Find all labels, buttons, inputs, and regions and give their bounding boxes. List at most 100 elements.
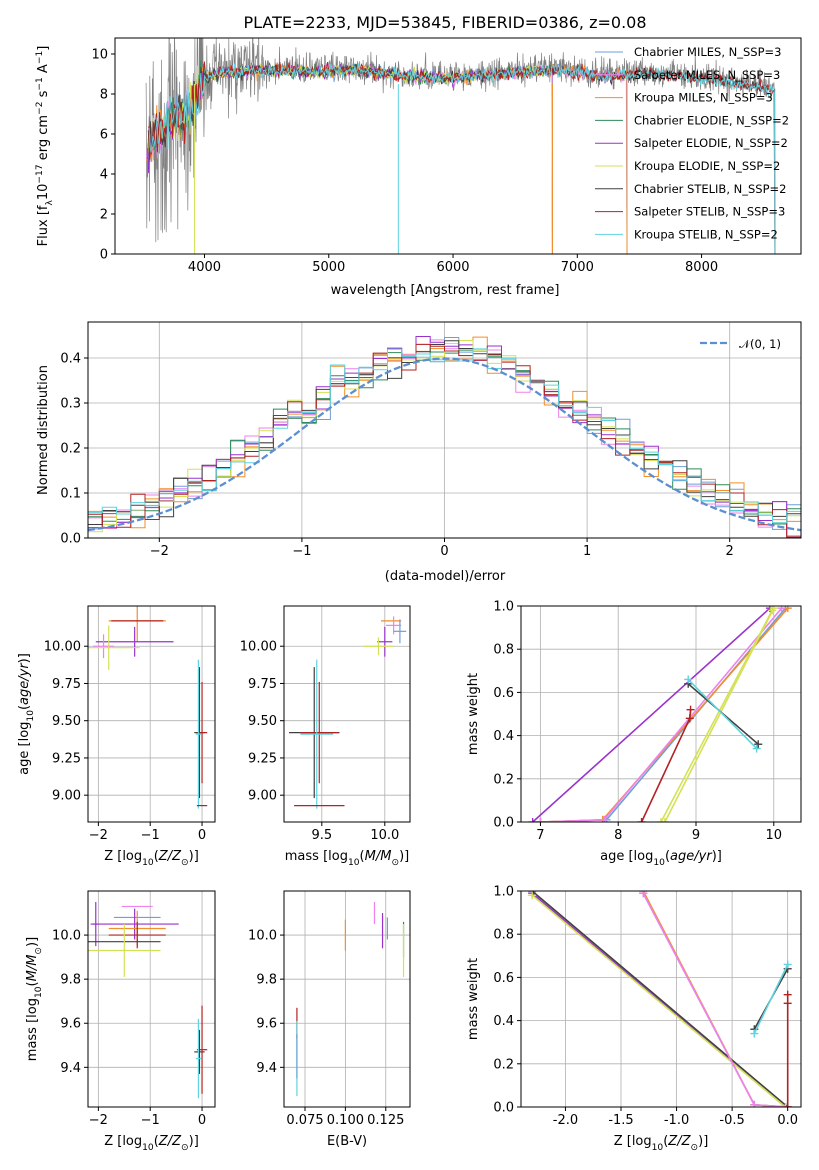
- panel-age_vs_mass: 9.5 10.0 9.00 9.25 9.50 9.75 10.00 mass [log10(…: [240, 605, 411, 868]
- plot-area: [88, 891, 215, 1107]
- data-point: [393, 619, 407, 644]
- x-tick-label: −1: [141, 1113, 160, 1128]
- x-axis-label: age [log10(age/yr)]: [600, 849, 722, 868]
- panel-residuals: −2 −1 0 1 2 0.0 0.1 0.2 0.3 0.4 (data-model)/error…: [36, 321, 802, 584]
- panel-spectrum: 4000 5000 6000 7000 8000 0 2 4 6 8 10 PLATE=2233, M…: [35, 13, 802, 298]
- y-tick-label: 10.00: [44, 640, 81, 655]
- y-tick-label: 0.8: [493, 643, 514, 658]
- x-tick-label: 9.5: [311, 828, 332, 843]
- weight-marker: [685, 714, 694, 723]
- legend-label: Chabrier STELIB, N_SSP=2: [634, 182, 786, 196]
- legend-label: Salpeter STELIB, N_SSP=3: [634, 205, 785, 219]
- y-tick-label: 0.2: [493, 1057, 514, 1072]
- axes-frame: [87, 605, 216, 823]
- y-tick-label: 0.0: [493, 816, 514, 831]
- y-tick-label: 9.50: [52, 714, 81, 729]
- y-tick-label: 9.8: [256, 973, 277, 988]
- y-tick-label: 9.25: [52, 751, 81, 766]
- weight-marker: [637, 818, 646, 822]
- plot-area: [521, 606, 801, 822]
- x-tick-label: −2: [89, 1113, 108, 1128]
- y-tick-label: 9.25: [248, 751, 277, 766]
- x-tick-label: 0.100: [327, 1113, 364, 1128]
- legend: 𝒩(0, 1): [700, 337, 781, 351]
- weight-line: [664, 607, 775, 822]
- x-axis-label: Z [log10(Z/Z⊙)]: [104, 849, 199, 868]
- x-axis-label: Z [log10(Z/Z⊙)]: [614, 1134, 709, 1153]
- plot-area: [284, 606, 410, 822]
- weight-marker: [752, 744, 761, 753]
- x-tick-label: -1.0: [664, 1113, 689, 1128]
- legend-label: Kroupa STELIB, N_SSP=2: [634, 227, 778, 241]
- legend: Chabrier MILES, N_SSP=3 Salpeter MILES, N…: [595, 45, 789, 241]
- y-axis-label: mass [log10(M/M⊙)]: [25, 937, 44, 1061]
- axes-frame: [87, 890, 216, 1108]
- y-tick-label: 0.4: [60, 352, 81, 367]
- x-tick-label: 7000: [561, 260, 594, 275]
- legend-label: Kroupa ELODIE, N_SSP=2: [634, 159, 780, 173]
- model-spectrum: [148, 62, 776, 254]
- data-point: [93, 902, 99, 947]
- data-point: [300, 681, 339, 784]
- y-tick-label: 6: [100, 128, 108, 143]
- weight-line: [687, 678, 758, 750]
- y-tick-label: 1.0: [493, 885, 514, 900]
- y-tick-label: 0.3: [60, 397, 81, 412]
- x-tick-label: 8: [614, 828, 622, 843]
- legend-label: Kroupa MILES, N_SSP=3: [634, 91, 773, 105]
- weight-marker: [657, 818, 665, 822]
- x-tick-label: 2: [726, 544, 734, 559]
- weight-marker: [536, 818, 545, 822]
- weight-marker: [783, 1103, 792, 1107]
- data-point: [377, 626, 393, 657]
- weight-line: [753, 964, 789, 1034]
- y-tick-label: 0: [100, 248, 108, 263]
- y-tick-label: 0.0: [60, 532, 81, 547]
- legend-label: Chabrier MILES, N_SSP=3: [634, 45, 781, 59]
- x-tick-label: −1: [141, 828, 160, 843]
- data-point: [95, 626, 174, 657]
- chart-title: PLATE=2233, MJD=53845, FIBERID=0386, z=0…: [243, 13, 646, 32]
- x-axis-label: (data-model)/error: [385, 569, 506, 584]
- data-point: [88, 924, 161, 977]
- panel-mass_vs_ebv: 0.075 0.100 0.125 9.4 9.6 9.8 10.0 E(B-V): [248, 890, 411, 1149]
- y-tick-label: 0.4: [493, 1014, 514, 1029]
- weight-marker: [777, 606, 786, 613]
- y-tick-label: 1.0: [493, 600, 514, 615]
- residual-histogram: [88, 340, 801, 525]
- data-point: [93, 634, 114, 659]
- x-tick-label: 10.0: [370, 828, 399, 843]
- y-tick-label: 4: [100, 168, 108, 183]
- axes-frame: [520, 605, 802, 823]
- residual-histogram: [88, 348, 801, 524]
- plot-area: [284, 891, 410, 1107]
- weight-marker: [754, 740, 763, 749]
- weight-line: [660, 609, 773, 822]
- plot-area: [521, 891, 801, 1107]
- y-tick-label: 2: [100, 208, 108, 223]
- weight-line: [531, 891, 789, 1107]
- y-tick-label: 9.4: [256, 1061, 277, 1076]
- x-tick-label: 10: [766, 828, 783, 843]
- x-tick-label: 9: [692, 828, 700, 843]
- x-tick-label: −1: [292, 544, 311, 559]
- x-tick-label: 7: [536, 828, 544, 843]
- x-tick-label: -2.0: [553, 1113, 578, 1128]
- x-tick-label: −2: [89, 828, 108, 843]
- weight-line: [642, 892, 788, 1107]
- y-tick-label: 0.2: [60, 442, 81, 457]
- y-tick-label: 9.00: [248, 789, 277, 804]
- weight-line: [540, 607, 783, 822]
- data-point: [195, 1018, 202, 1099]
- y-tick-label: 0.8: [493, 928, 514, 943]
- axes-frame: [283, 890, 411, 1108]
- x-tick-label: 4000: [188, 260, 221, 275]
- y-tick-label: 10.0: [52, 929, 81, 944]
- y-tick-label: 0.2: [493, 772, 514, 787]
- weight-marker: [781, 1103, 790, 1107]
- y-tick-label: 0.6: [493, 971, 514, 986]
- x-tick-label: 0: [198, 1113, 206, 1128]
- weight-marker: [639, 891, 648, 898]
- y-tick-label: 10.0: [248, 929, 277, 944]
